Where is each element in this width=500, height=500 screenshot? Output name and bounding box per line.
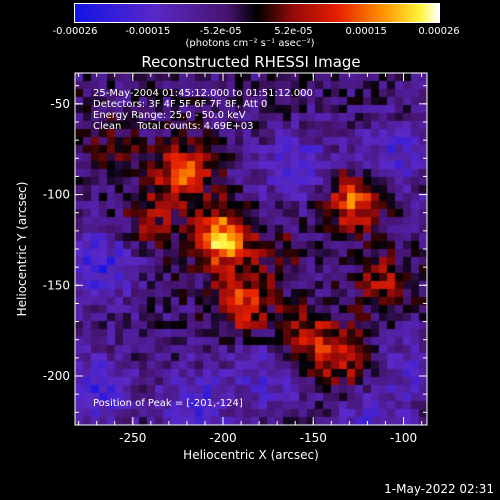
time-range-text: 25-May-2004 01:45:12.000 to 01:51:12.000 (93, 88, 313, 99)
rhessi-image (75, 73, 427, 425)
energy-range-text: Energy Range: 25.0 - 50.0 keV (93, 110, 246, 121)
peak-position-text: Position of Peak = [-201,-124] (93, 398, 243, 409)
colorbar-tick-label: -0.00015 (125, 26, 171, 37)
footer-timestamp: 1-May-2022 02:31 (384, 482, 494, 496)
x-tick-label: -200 (209, 431, 236, 445)
y-tick-label: -150 (43, 278, 70, 292)
x-tick-label: -100 (390, 431, 417, 445)
colorbar-tick-label: 5.2e-05 (274, 26, 313, 37)
x-axis-label: Heliocentric X (arcsec) (183, 448, 319, 462)
colorbar-tick-label: -5.2e-05 (199, 26, 242, 37)
colorbar (74, 3, 440, 23)
clean-counts-text: Clean Total counts: 4.69E+03 (93, 121, 254, 132)
colorbar-tick-label: 0.00026 (418, 26, 460, 37)
x-tick-label: -150 (300, 431, 327, 445)
colorbar-tick-label: -0.00026 (52, 26, 98, 37)
y-axis-label: Heliocentric Y (arcsec) (15, 181, 29, 317)
y-tick-label: -100 (43, 188, 70, 202)
y-tick-label: -200 (43, 369, 70, 383)
y-tick-label: -50 (50, 97, 70, 111)
plot-title: Reconstructed RHESSI Image (141, 53, 361, 71)
colorbar-unit-label: (photons cm⁻² s⁻¹ asec⁻²) (185, 38, 315, 49)
detectors-text: Detectors: 3F 4F 5F 6F 7F 8F, Att 0 (93, 99, 268, 110)
x-tick-label: -250 (119, 431, 146, 445)
colorbar-tick-label: 0.00015 (345, 26, 387, 37)
